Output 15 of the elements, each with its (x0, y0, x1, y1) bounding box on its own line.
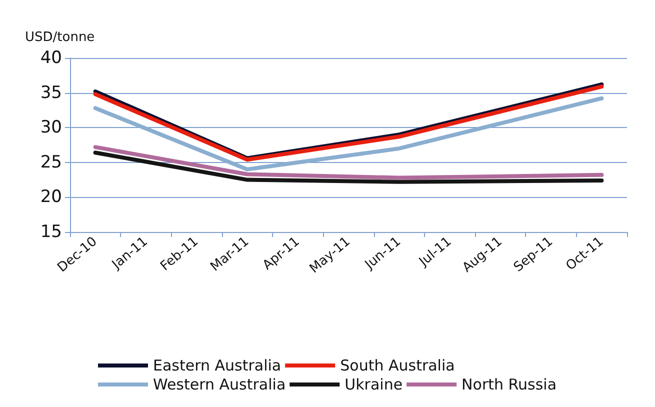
legend-label: North Russia (462, 376, 557, 394)
y-tick-label: 15 (40, 222, 62, 242)
y-tick-label: 35 (40, 82, 62, 103)
y-axis-title: USD/tonne (25, 30, 95, 45)
line-series (93, 145, 604, 180)
y-tick-label: 25 (40, 152, 62, 172)
line-series (93, 150, 604, 184)
legend-label: Western Australia (153, 376, 286, 394)
legend-label: South Australia (340, 356, 455, 374)
legend-label: Ukraine (344, 376, 403, 394)
y-tick-label: 20 (40, 187, 62, 208)
line-series (93, 96, 604, 172)
legend-label: Eastern Australia (153, 356, 282, 374)
y-tick-label: 30 (40, 118, 62, 138)
y-tick-label: 40 (40, 48, 62, 68)
